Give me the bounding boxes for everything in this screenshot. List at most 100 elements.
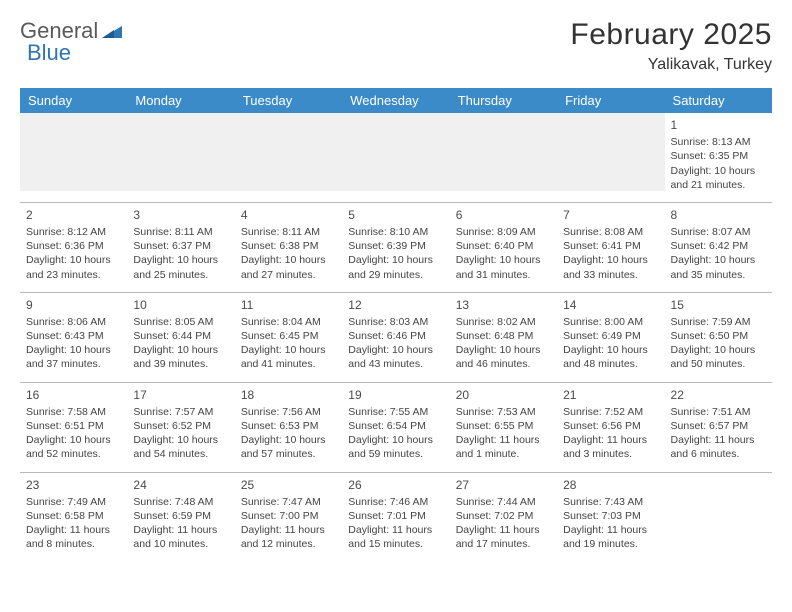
calendar-week-row: 1Sunrise: 8:13 AMSunset: 6:35 PMDaylight… xyxy=(20,113,772,202)
calendar-week-row: 23Sunrise: 7:49 AMSunset: 6:58 PMDayligh… xyxy=(20,472,772,561)
calendar-cell: 9Sunrise: 8:06 AMSunset: 6:43 PMDaylight… xyxy=(20,292,127,382)
day-number: 11 xyxy=(241,297,336,313)
sunrise-text: Sunrise: 8:09 AM xyxy=(456,225,551,239)
sunrise-text: Sunrise: 7:47 AM xyxy=(241,495,336,509)
day-number: 1 xyxy=(671,117,766,133)
calendar-cell: 17Sunrise: 7:57 AMSunset: 6:52 PMDayligh… xyxy=(127,382,234,472)
daylight-text: Daylight: 11 hours and 3 minutes. xyxy=(563,433,658,461)
daylight-text: Daylight: 10 hours and 59 minutes. xyxy=(348,433,443,461)
day-number: 6 xyxy=(456,207,551,223)
calendar-cell: 1Sunrise: 8:13 AMSunset: 6:35 PMDaylight… xyxy=(665,113,772,202)
day-number: 14 xyxy=(563,297,658,313)
sunrise-text: Sunrise: 8:04 AM xyxy=(241,315,336,329)
daylight-text: Daylight: 11 hours and 6 minutes. xyxy=(671,433,766,461)
location: Yalikavak, Turkey xyxy=(570,56,772,74)
calendar-cell xyxy=(20,113,127,202)
daylight-text: Daylight: 10 hours and 52 minutes. xyxy=(26,433,121,461)
sunset-text: Sunset: 6:54 PM xyxy=(348,419,443,433)
sunrise-text: Sunrise: 8:05 AM xyxy=(133,315,228,329)
calendar-cell: 18Sunrise: 7:56 AMSunset: 6:53 PMDayligh… xyxy=(235,382,342,472)
sunset-text: Sunset: 6:55 PM xyxy=(456,419,551,433)
daylight-text: Daylight: 10 hours and 31 minutes. xyxy=(456,253,551,281)
daylight-text: Daylight: 11 hours and 19 minutes. xyxy=(563,523,658,551)
daylight-text: Daylight: 11 hours and 8 minutes. xyxy=(26,523,121,551)
daylight-text: Daylight: 10 hours and 27 minutes. xyxy=(241,253,336,281)
sunset-text: Sunset: 6:48 PM xyxy=(456,329,551,343)
calendar-cell: 7 Sunrise: 8:08 AMSunset: 6:41 PMDaylight… xyxy=(557,202,664,292)
sunset-text: Sunset: 6:49 PM xyxy=(563,329,658,343)
sunset-text: Sunset: 6:56 PM xyxy=(563,419,658,433)
day-header: Tuesday xyxy=(235,88,342,113)
daylight-text: Daylight: 10 hours and 37 minutes. xyxy=(26,343,121,371)
daylight-text: Daylight: 10 hours and 21 minutes. xyxy=(671,164,766,192)
calendar-week-row: 2 Sunrise: 8:12 AMSunset: 6:36 PM Daylight… xyxy=(20,202,772,292)
sunrise-text: Sunrise: 8:08 AM xyxy=(563,225,658,239)
daylight-text: Daylight: 10 hours and 29 minutes. xyxy=(348,253,443,281)
sunset-text: Sunset: 6:45 PM xyxy=(241,329,336,343)
calendar-cell: 25Sunrise: 7:47 AMSunset: 7:00 PMDayligh… xyxy=(235,472,342,561)
day-number: 10 xyxy=(133,297,228,313)
calendar-cell: 27Sunrise: 7:44 AMSunset: 7:02 PMDayligh… xyxy=(450,472,557,561)
sunrise-text: Sunrise: 8:06 AM xyxy=(26,315,121,329)
day-number: 20 xyxy=(456,387,551,403)
calendar-cell xyxy=(342,113,449,202)
sunset-text: Sunset: 6:44 PM xyxy=(133,329,228,343)
calendar-cell xyxy=(127,113,234,202)
sunset-text: Sunset: 6:36 PM xyxy=(26,239,121,253)
day-number: 17 xyxy=(133,387,228,403)
calendar-cell: 22Sunrise: 7:51 AMSunset: 6:57 PMDayligh… xyxy=(665,382,772,472)
sunrise-text: Sunrise: 8:03 AM xyxy=(348,315,443,329)
day-number: 18 xyxy=(241,387,336,403)
calendar-cell: 16Sunrise: 7:58 AMSunset: 6:51 PMDayligh… xyxy=(20,382,127,472)
calendar-cell: 8Sunrise: 8:07 AMSunset: 6:42 PMDaylight… xyxy=(665,202,772,292)
sunrise-text: Sunrise: 8:11 AM xyxy=(133,225,228,239)
calendar-cell: 23Sunrise: 7:49 AMSunset: 6:58 PMDayligh… xyxy=(20,472,127,561)
day-number: 5 xyxy=(348,207,443,223)
daylight-text: Daylight: 10 hours and 46 minutes. xyxy=(456,343,551,371)
calendar-cell: 5Sunrise: 8:10 AMSunset: 6:39 PMDaylight… xyxy=(342,202,449,292)
day-number: 15 xyxy=(671,297,766,313)
daylight-text: Daylight: 10 hours and 33 minutes. xyxy=(563,253,658,281)
calendar-cell xyxy=(665,472,772,561)
calendar-cell: 21Sunrise: 7:52 AMSunset: 6:56 PMDayligh… xyxy=(557,382,664,472)
sunrise-text: Sunrise: 8:11 AM xyxy=(241,225,336,239)
calendar-cell xyxy=(557,113,664,202)
sunrise-text: Sunrise: 8:12 AM xyxy=(26,225,121,239)
sunset-text: Sunset: 6:51 PM xyxy=(26,419,121,433)
sunset-text: Sunset: 6:41 PM xyxy=(563,239,658,253)
day-number: 8 xyxy=(671,207,766,223)
day-number: 25 xyxy=(241,477,336,493)
day-number: 28 xyxy=(563,477,658,493)
daylight-text: Daylight: 11 hours and 17 minutes. xyxy=(456,523,551,551)
sunrise-text: Sunrise: 7:59 AM xyxy=(671,315,766,329)
day-number: 4 xyxy=(241,207,336,223)
sunset-text: Sunset: 6:57 PM xyxy=(671,419,766,433)
calendar-header-row: Sunday Monday Tuesday Wednesday Thursday… xyxy=(20,88,772,113)
day-header: Thursday xyxy=(450,88,557,113)
day-number: 26 xyxy=(348,477,443,493)
sunset-text: Sunset: 6:38 PM xyxy=(241,239,336,253)
calendar-table: Sunday Monday Tuesday Wednesday Thursday… xyxy=(20,88,772,561)
daylight-text: Daylight: 10 hours and 50 minutes. xyxy=(671,343,766,371)
calendar-cell: 3Sunrise: 8:11 AMSunset: 6:37 PMDaylight… xyxy=(127,202,234,292)
calendar-cell xyxy=(235,113,342,202)
day-number: 19 xyxy=(348,387,443,403)
sunrise-text: Sunrise: 7:52 AM xyxy=(563,405,658,419)
day-number: 9 xyxy=(26,297,121,313)
sunrise-text: Sunrise: 7:51 AM xyxy=(671,405,766,419)
month-title: February 2025 xyxy=(570,18,772,52)
calendar-week-row: 16Sunrise: 7:58 AMSunset: 6:51 PMDayligh… xyxy=(20,382,772,472)
calendar-cell: 6Sunrise: 8:09 AMSunset: 6:40 PMDaylight… xyxy=(450,202,557,292)
sunset-text: Sunset: 6:46 PM xyxy=(348,329,443,343)
day-number: 7 xyxy=(563,207,658,223)
sunrise-text: Sunrise: 7:58 AM xyxy=(26,405,121,419)
sunrise-text: Sunrise: 7:44 AM xyxy=(456,495,551,509)
calendar-cell: 20Sunrise: 7:53 AMSunset: 6:55 PMDayligh… xyxy=(450,382,557,472)
daylight-text: Daylight: 11 hours and 15 minutes. xyxy=(348,523,443,551)
day-number: 2 xyxy=(26,207,121,223)
day-header: Monday xyxy=(127,88,234,113)
sunrise-text: Sunrise: 7:48 AM xyxy=(133,495,228,509)
daylight-text: Daylight: 10 hours and 35 minutes. xyxy=(671,253,766,281)
sunset-text: Sunset: 6:53 PM xyxy=(241,419,336,433)
sunrise-text: Sunrise: 7:53 AM xyxy=(456,405,551,419)
